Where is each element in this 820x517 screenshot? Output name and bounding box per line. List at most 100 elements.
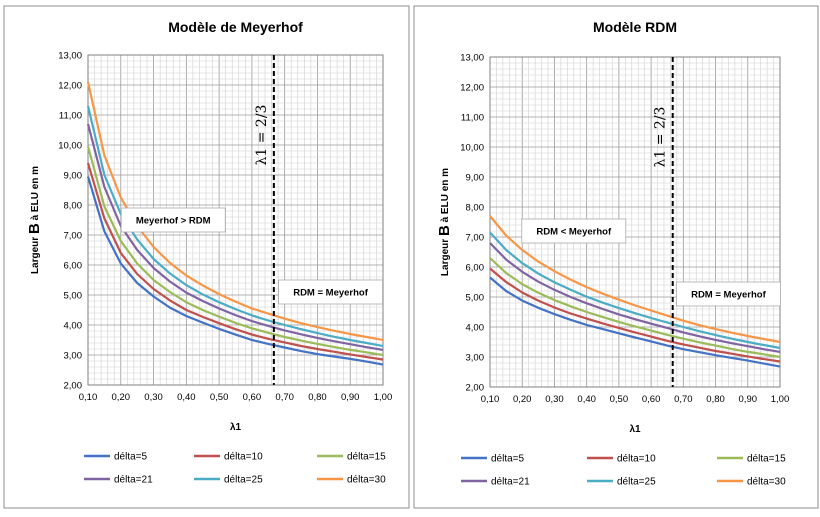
x-tick-label: 1,00 xyxy=(374,392,393,403)
y-axis-label: Largeur B à ELU en m xyxy=(26,166,43,274)
y-tick-label: 2,00 xyxy=(466,383,485,394)
y-tick-label: 9,00 xyxy=(64,171,83,182)
legend: délta=5 délta=10 délta=15 délta=21 délta=25 d… xyxy=(461,454,786,488)
legend-label: délta=30 xyxy=(747,477,786,488)
series-line-délta=15 xyxy=(86,146,384,357)
x-tick-label: 0,60 xyxy=(243,392,262,403)
annotation-box xyxy=(120,207,226,233)
y-axis-label-suffix: à ELU en m xyxy=(440,168,451,225)
x-tick-label: 0,20 xyxy=(112,392,131,403)
y-tick-label: 6,00 xyxy=(466,263,485,274)
y-tick-label: 10,00 xyxy=(58,141,82,152)
x-tick-label: 0,20 xyxy=(513,394,532,405)
y-tick-label: 8,00 xyxy=(64,201,83,212)
x-tick-label: 0,90 xyxy=(341,392,360,403)
x-tick-label: 0,30 xyxy=(545,394,564,405)
series-line-délta=10 xyxy=(489,267,781,363)
x-tick-label: 0,70 xyxy=(275,392,294,403)
marker-label: λ1 = 2/3 xyxy=(653,107,669,168)
chart-title: Modèle RDM xyxy=(593,19,677,35)
y-axis-label-suffix: à ELU en m xyxy=(30,166,41,223)
y-tick-label: 7,00 xyxy=(64,231,83,242)
x-tick-label: 0,80 xyxy=(308,392,327,403)
annotation-box xyxy=(278,279,383,305)
y-tick-label: 12,00 xyxy=(58,81,82,92)
annotation-text: RDM = Meyerhof xyxy=(293,288,369,299)
x-axis-label: λ1 xyxy=(629,424,641,435)
y-tick-label: 9,00 xyxy=(466,173,485,184)
x-tick-label: 0,40 xyxy=(177,392,196,403)
series-group xyxy=(489,215,781,368)
chart-panel-2: Modèle RDM 0,10 0,20 0,30 0,40 0,50 0,60 0,70 0,… xyxy=(413,5,819,509)
x-tick-label: 0,80 xyxy=(706,394,725,405)
chart-title: Modèle de Meyerhof xyxy=(168,19,303,35)
legend-label: délta=10 xyxy=(617,454,656,465)
x-tick-label: 0,30 xyxy=(144,392,163,403)
series-line-délta=25 xyxy=(489,231,781,350)
y-tick-label: 12,00 xyxy=(460,83,484,94)
x-tick-label: 1,00 xyxy=(771,394,790,405)
y-tick-label: 6,00 xyxy=(64,261,83,272)
plot-area xyxy=(87,54,384,386)
annotation-text: RDM < Meyerhof xyxy=(536,227,612,238)
legend: délta=5 délta=10 délta=15 délta=21 délta=25 d… xyxy=(84,452,386,486)
legend-label: délta=10 xyxy=(224,452,263,463)
legend-label: délta=21 xyxy=(114,475,153,486)
chart-panel-1: Modèle de Meyerhof 0,10 0,20 0,30 0,40 0,50 0,… xyxy=(3,5,410,509)
y-tick-label: 13,00 xyxy=(460,53,484,64)
x-tick-label: 0,90 xyxy=(739,394,758,405)
x-axis-label: λ1 xyxy=(230,422,242,433)
x-tick-label: 0,70 xyxy=(674,394,693,405)
y-axis-label-prefix: Largeur xyxy=(30,234,41,274)
annotation-text: RDM = Meyerhof xyxy=(691,290,767,301)
legend-label: délta=15 xyxy=(747,454,786,465)
y-tick-label: 5,00 xyxy=(466,293,485,304)
panel-frame xyxy=(413,5,819,509)
x-tick-label: 0,50 xyxy=(210,392,229,403)
x-tick-label: 0,60 xyxy=(642,394,661,405)
series-line-délta=15 xyxy=(489,257,781,359)
series-group xyxy=(86,81,384,366)
series-line-délta=5 xyxy=(86,176,384,366)
y-tick-label: 2,00 xyxy=(64,381,83,392)
legend-label: délta=5 xyxy=(491,454,525,465)
series-line-délta=21 xyxy=(489,242,781,353)
x-tick-label: 0,10 xyxy=(481,394,500,405)
x-tick-label: 0,40 xyxy=(577,394,596,405)
y-tick-label: 11,00 xyxy=(59,111,82,122)
series-line-délta=25 xyxy=(86,105,384,348)
annotation-box xyxy=(521,218,627,244)
legend-label: délta=25 xyxy=(224,475,263,486)
y-tick-label: 7,00 xyxy=(466,233,485,244)
marker-label: λ1 = 2/3 xyxy=(254,105,270,166)
y-tick-label: 8,00 xyxy=(466,203,485,214)
y-axis-label-symbol: B xyxy=(26,223,43,234)
plot-area xyxy=(489,56,781,388)
series-line-délta=10 xyxy=(86,162,384,361)
legend-label: délta=30 xyxy=(347,475,386,486)
series-line-délta=21 xyxy=(86,123,384,351)
legend-label: délta=21 xyxy=(491,477,530,488)
legend-label: délta=15 xyxy=(347,452,386,463)
x-tick-label: 0,10 xyxy=(79,392,98,403)
legend-label: délta=5 xyxy=(114,452,148,463)
legend-label: délta=25 xyxy=(617,477,656,488)
y-axis-label: Largeur B à ELU en m xyxy=(436,168,453,276)
y-tick-label: 13,00 xyxy=(58,51,82,62)
panel-frame xyxy=(3,5,410,509)
annotation-box xyxy=(676,281,781,307)
series-line-délta=30 xyxy=(489,215,781,344)
x-tick-label: 0,50 xyxy=(610,394,629,405)
y-tick-label: 10,00 xyxy=(460,143,484,154)
annotation-text: Meyerhof > RDM xyxy=(136,216,211,227)
series-line-délta=5 xyxy=(489,276,781,368)
y-tick-label: 11,00 xyxy=(461,113,484,124)
y-tick-label: 3,00 xyxy=(64,351,83,362)
y-axis-label-prefix: Largeur xyxy=(440,236,451,276)
y-tick-label: 4,00 xyxy=(466,323,485,334)
y-axis-label-symbol: B xyxy=(436,225,453,236)
y-tick-label: 3,00 xyxy=(466,353,485,364)
y-tick-label: 4,00 xyxy=(64,321,83,332)
